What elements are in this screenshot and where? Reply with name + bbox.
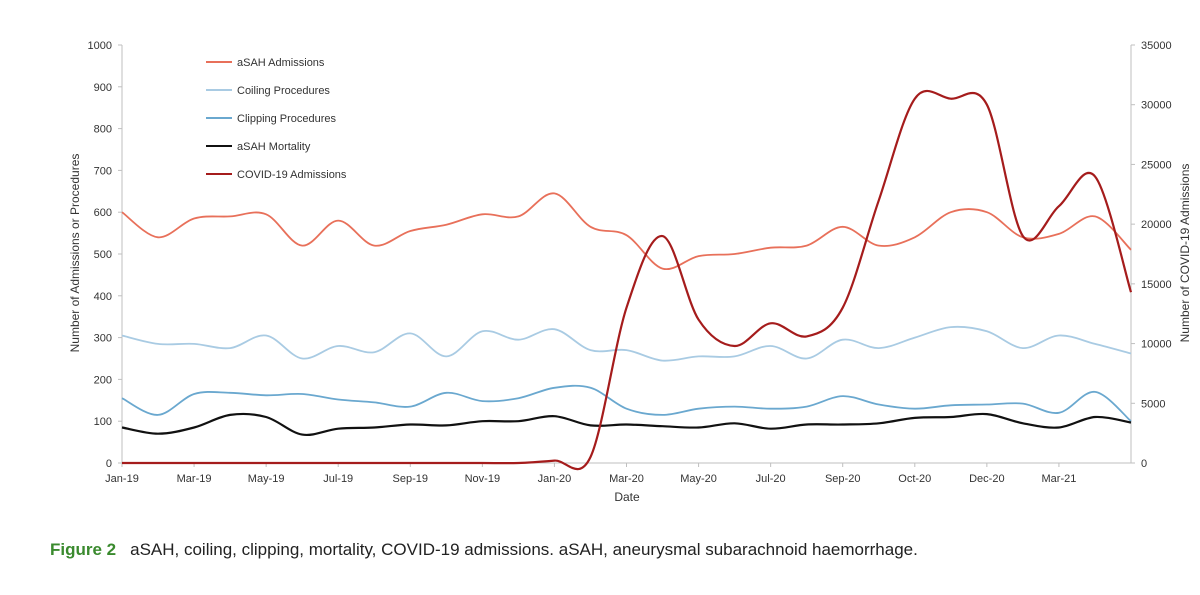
legend-label: aSAH Admissions [237,57,325,69]
figure-caption: Figure 2 aSAH, coiling, clipping, mortali… [50,540,918,560]
series-line-asah-admissions [121,192,1132,271]
caption-text: aSAH, coiling, clipping, mortality, COVI… [130,540,918,559]
right-y-ticks: 0 5000 10000 15000 20000 25000 30000 35000 [1131,40,1172,470]
x-tick-label: Sep-19 [393,473,428,485]
left-tick-label: 500 [94,249,112,261]
x-tick-label: May-20 [680,473,717,485]
x-tick-label: Mar-20 [609,473,644,485]
right-tick-label: 30000 [1141,100,1172,112]
series-lines [121,89,1133,471]
legend-label: Coiling Procedures [237,85,330,97]
x-tick-label: Sep-20 [825,473,860,485]
left-tick-label: 800 [94,124,112,136]
left-tick-label: 900 [94,82,112,94]
left-tick-label: 0 [106,458,112,470]
series-line-clipping-procedures [121,384,1132,422]
series-line-asah-mortality [121,412,1132,437]
right-tick-label: 10000 [1141,339,1172,351]
x-tick-label: Nov-19 [465,473,500,485]
legend-label: Clipping Procedures [237,113,337,125]
x-tick-label: Jan-20 [538,473,572,485]
left-tick-label: 600 [94,207,112,219]
series-line-covid-19-admissions [122,89,1133,471]
x-ticks: Jan-19 Mar-19 May-19 Jul-19 Sep-19 Nov-19 Jan-… [105,463,1076,485]
left-y-axis-title: Number of Admissions or Procedures [68,154,82,353]
right-tick-label: 25000 [1141,159,1172,171]
axes [121,45,1132,464]
right-tick-label: 35000 [1141,40,1172,52]
legend-label: COVID-19 Admissions [237,169,347,181]
right-tick-label: 20000 [1141,219,1172,231]
left-tick-label: 700 [94,165,112,177]
x-tick-label: Jan-19 [105,473,139,485]
left-tick-label: 300 [94,333,112,345]
right-tick-label: 15000 [1141,279,1172,291]
x-tick-label: May-19 [248,473,285,485]
x-tick-label: Dec-20 [969,473,1004,485]
series-line-coiling-procedures [121,325,1132,362]
x-tick-label: Mar-21 [1042,473,1077,485]
legend-label: aSAH Mortality [237,141,311,153]
left-tick-label: 400 [94,291,112,303]
right-tick-label: 0 [1141,458,1147,470]
left-tick-label: 100 [94,416,112,428]
x-tick-label: Jul-20 [756,473,786,485]
x-tick-label: Jul-19 [323,473,353,485]
right-tick-label: 5000 [1141,398,1165,410]
x-axis-title: Date [614,490,640,504]
x-tick-label: Oct-20 [898,473,931,485]
left-tick-label: 1000 [88,40,112,52]
left-tick-label: 200 [94,374,112,386]
left-y-ticks: 0 100 200 300 400 500 600 700 800 900 1000 [88,40,122,470]
right-y-axis-title: Number of COVID-19 Admissions [1178,164,1192,343]
x-tick-label: Mar-19 [177,473,212,485]
chart: 0 100 200 300 400 500 600 700 800 900 1000 0 5000 10… [68,40,1192,504]
legend: aSAH Admissions Coiling Procedures Clippin… [206,57,347,181]
caption-label: Figure 2 [50,540,117,559]
